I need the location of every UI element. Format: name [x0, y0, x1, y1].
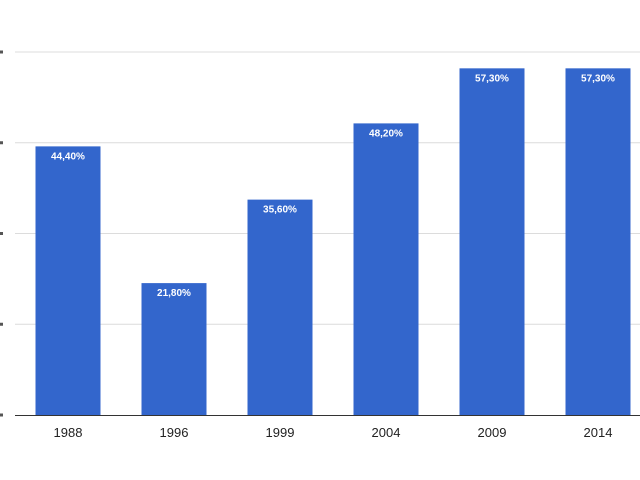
- data-label-1999: 35,60%: [263, 205, 297, 216]
- data-labels: 44,40% 21,80% 35,60% 48,20% 57,30% 57,30%: [51, 73, 615, 299]
- data-label-2014: 57,30%: [581, 73, 615, 84]
- data-label-2009: 57,30%: [475, 73, 509, 84]
- data-label-2004: 48,20%: [369, 128, 403, 139]
- y-tick-mark-15: [0, 322, 3, 326]
- bar-1996[interactable]: [141, 283, 207, 415]
- gridlines: [0, 50, 640, 417]
- y-tick-mark-60: [0, 50, 3, 54]
- x-tick-label-1999: 1999: [266, 425, 295, 440]
- bars: [35, 68, 631, 416]
- y-tick-mark-45: [0, 141, 3, 145]
- bar-2014[interactable]: [565, 68, 631, 416]
- data-label-1996: 21,80%: [157, 288, 191, 299]
- y-tick-mark-0: [0, 413, 3, 417]
- bar-2009[interactable]: [459, 68, 525, 416]
- bar-1999[interactable]: [247, 199, 313, 415]
- data-label-1988: 44,40%: [51, 151, 85, 162]
- x-tick-label-2009: 2009: [478, 425, 507, 440]
- bar-2004[interactable]: [353, 123, 419, 415]
- bar-1988[interactable]: [35, 146, 101, 415]
- x-tick-label-2004: 2004: [372, 425, 401, 440]
- x-axis: 1988 1996 1999 2004 2009 2014: [15, 415, 640, 440]
- y-tick-mark-30: [0, 232, 3, 235]
- x-tick-label-1988: 1988: [54, 425, 83, 440]
- x-tick-label-2014: 2014: [584, 425, 613, 440]
- x-tick-label-1996: 1996: [160, 425, 189, 440]
